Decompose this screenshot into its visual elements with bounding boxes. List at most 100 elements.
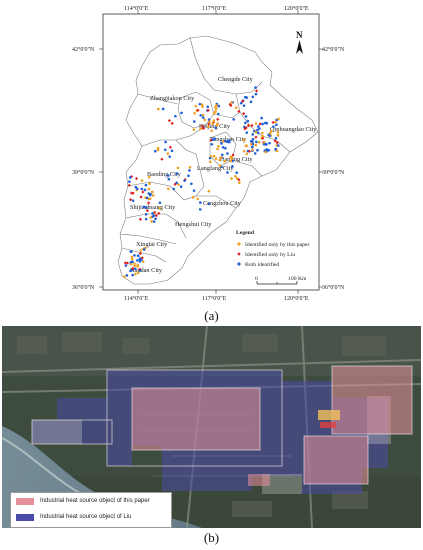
heat-source-point	[198, 208, 202, 211]
city-label-beijing: Beijing City	[199, 123, 231, 130]
heat-source-point	[268, 134, 272, 138]
heat-source-point	[224, 139, 227, 143]
city-label-baoding: Baoding City	[147, 171, 182, 178]
legend-label-both: Both identified	[245, 261, 279, 268]
heat-source-point	[242, 104, 246, 107]
heat-source-point	[207, 202, 211, 206]
heat-source-point	[188, 169, 191, 172]
heat-source-point	[123, 275, 126, 278]
lat-label-right-1: 42°0'0"N	[322, 46, 345, 53]
heat-source-point	[212, 119, 216, 122]
heat-source-point	[136, 259, 139, 262]
heat-source-point	[256, 128, 259, 132]
heat-source-point	[167, 119, 171, 123]
heat-source-point	[206, 108, 210, 112]
scale-bar: 0 100 Km	[255, 276, 307, 285]
heat-source-point	[251, 140, 254, 144]
heat-source-point	[176, 166, 180, 170]
heat-source-point	[214, 157, 218, 160]
heat-source-point	[200, 124, 204, 128]
heat-source-point	[214, 107, 218, 111]
heat-source-point	[230, 100, 234, 104]
heat-source-point	[201, 113, 205, 117]
heat-source-point	[210, 129, 213, 133]
heat-source-point	[211, 138, 215, 141]
heat-source-point	[238, 181, 241, 185]
province-boundaries	[117, 35, 319, 285]
heat-source-point	[128, 180, 131, 183]
legend-label-paper-area: Industrial heat source object of this pa…	[40, 498, 150, 504]
heat-source-point	[258, 122, 262, 126]
legend-label-paper: Identified only by this paper	[245, 241, 310, 248]
heat-source-point	[254, 89, 259, 93]
heat-source-point	[207, 118, 211, 121]
heat-source-point	[218, 164, 222, 168]
heat-source-point	[125, 261, 129, 265]
heat-source-point	[151, 212, 154, 215]
heat-source-point	[267, 148, 271, 152]
heat-source-point	[276, 134, 280, 137]
heat-source-point	[237, 178, 241, 182]
heat-source-point	[152, 220, 156, 223]
heat-source-point	[250, 123, 254, 128]
heat-source-point	[133, 264, 136, 268]
heat-source-point	[253, 152, 257, 155]
heat-source-point	[251, 137, 255, 141]
heat-source-point	[192, 120, 196, 123]
heat-source-point	[130, 260, 133, 264]
heat-source-point	[167, 177, 171, 181]
lon-label-top-3: 120°0'0"E	[284, 5, 309, 12]
heat-source-point	[130, 255, 134, 259]
heat-source-point	[258, 127, 261, 130]
heat-source-point	[212, 112, 216, 115]
lat-label-left-3: 36°0'0"N	[72, 284, 95, 291]
heat-source-point	[243, 127, 247, 131]
heat-source-point	[275, 141, 279, 145]
heat-source-point	[264, 150, 268, 154]
heat-source-point	[206, 105, 210, 109]
heat-source-point	[134, 185, 138, 189]
heat-source-point	[227, 140, 231, 144]
heat-source-point	[268, 141, 271, 145]
heat-source-point	[276, 130, 280, 134]
heat-source-point	[217, 144, 220, 148]
heat-source-point	[129, 262, 133, 266]
heat-source-point	[192, 196, 195, 199]
heat-source-point	[129, 191, 134, 195]
heat-source-point	[211, 122, 215, 125]
lon-label-top-2: 117°0'0"E	[202, 5, 227, 12]
heat-source-point	[127, 183, 131, 187]
heat-source-points	[123, 86, 280, 278]
heat-source-point	[123, 261, 128, 265]
heat-source-point	[220, 142, 223, 145]
heat-source-point	[246, 123, 250, 128]
heat-source-point	[133, 267, 137, 271]
heat-source-point	[147, 175, 151, 179]
heat-source-point	[149, 216, 152, 219]
heat-source-point	[124, 264, 128, 267]
heat-source-point	[150, 220, 153, 223]
heat-source-point	[128, 198, 133, 202]
heat-source-point	[264, 142, 267, 146]
heat-source-point	[141, 190, 145, 194]
heat-source-point	[219, 156, 223, 159]
heat-source-point	[215, 124, 219, 128]
heat-source-point	[232, 118, 236, 121]
heat-source-point	[188, 166, 192, 169]
heat-source-point	[242, 138, 246, 142]
heat-source-point	[136, 187, 139, 191]
city-label-shijiazhuang: Shijiazhuang City	[130, 204, 176, 211]
scale-end: 100 Km	[288, 276, 307, 282]
heat-source-point	[166, 187, 170, 191]
city-label-xingtai: Xingtai City	[136, 241, 168, 248]
lon-label-top-1: 114°0'0"E	[124, 5, 149, 12]
heat-source-point	[275, 123, 278, 127]
heat-source-point	[180, 111, 183, 115]
heat-source-point	[214, 110, 217, 113]
city-label-zhangjiakou: Zhangjiakou City	[150, 95, 195, 102]
heat-source-point	[231, 165, 234, 168]
heat-source-point	[199, 127, 202, 131]
heat-source-point	[136, 271, 140, 275]
heat-source-point	[208, 120, 211, 124]
heat-source-point	[199, 201, 202, 204]
